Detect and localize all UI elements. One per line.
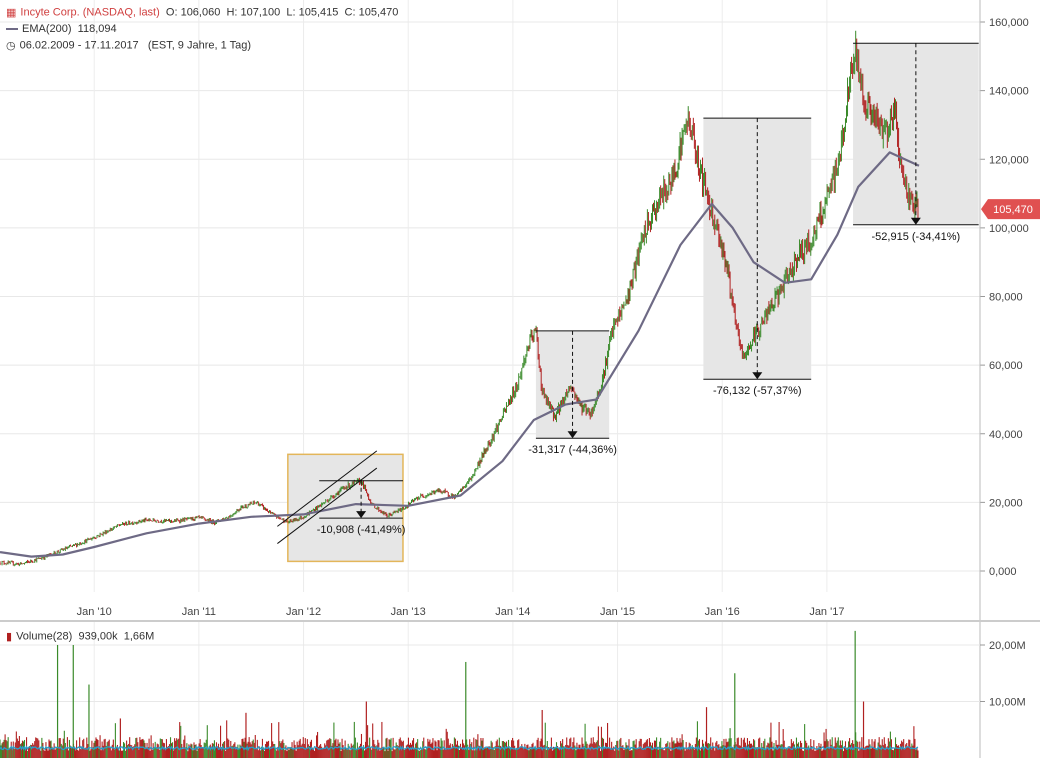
y-tick-label: 120,000 <box>989 154 1029 166</box>
drawdown-label: -52,915 (-34,41%) <box>872 231 961 243</box>
symbol-legend[interactable]: ▦ Incyte Corp. (NASDAQ, last) O: 106,060 … <box>6 6 398 19</box>
close-value: C: 105,470 <box>344 6 399 19</box>
x-tick-label: Jan '12 <box>286 606 321 618</box>
y-tick-label: 20,000 <box>989 497 1023 509</box>
symbol-title: Incyte Corp. (NASDAQ, last) <box>20 6 160 19</box>
grid-lines <box>0 0 980 758</box>
x-tick-label: Jan '11 <box>182 606 216 618</box>
y-tick-label: 100,000 <box>989 223 1029 235</box>
ema-legend[interactable]: EMA(200) 118,094 <box>6 23 117 35</box>
x-tick-label: Jan '15 <box>600 606 635 618</box>
volume-avg-value: 1,66M <box>123 630 155 643</box>
drawdown-label: -76,132 (-57,37%) <box>713 385 802 397</box>
drawdown-label: -31,317 (-44,36%) <box>528 444 617 456</box>
y-tick-label: 80,000 <box>989 292 1023 304</box>
price-tag-shape <box>981 199 1040 220</box>
channel-line <box>277 467 378 544</box>
y-tick-label: 0,000 <box>989 566 1017 578</box>
drawdown-annotations: -10,908 (-41,49%) -31,317 (-44,36%) -76,13… <box>277 42 979 544</box>
candlestick-icon: ▦ <box>6 7 17 19</box>
x-tick-label: Jan '13 <box>391 606 426 618</box>
drawdown-arrow-head <box>356 511 367 519</box>
range-legend[interactable]: ◷ 06.02.2009 - 17.11.2017 (EST, 9 Jahre, … <box>6 39 251 52</box>
ema-value: 118,094 <box>77 23 117 35</box>
drawdown-label: -10,908 (-41,49%) <box>317 524 406 536</box>
drawdown-arrow-head <box>910 217 921 225</box>
ema-line-icon <box>6 28 18 31</box>
volume-y-tick-label: 10,00M <box>989 697 1026 709</box>
date-range: 06.02.2009 - 17.11.2017 <box>19 39 139 52</box>
ema-series <box>0 151 920 558</box>
clock-icon: ◷ <box>6 40 16 52</box>
volume-panel: 10,00M 20,00M <box>0 630 1026 758</box>
volume-value: 939,00k <box>78 630 118 643</box>
y-tick-label: 40,000 <box>989 429 1023 441</box>
x-tick-label: Jan '16 <box>705 606 740 618</box>
drawdown-arrow-head <box>752 372 763 380</box>
high-value: H: 107,100 <box>226 6 281 19</box>
volume-average-line <box>0 744 919 752</box>
low-value: L: 105,415 <box>286 6 339 19</box>
last-price-tag: 105,470 <box>981 199 1040 220</box>
open-value: O: 106,060 <box>165 6 221 19</box>
highlight-box <box>287 453 404 563</box>
range-info: (EST, 9 Jahre, 1 Tag) <box>147 39 251 52</box>
y-tick-label: 60,000 <box>989 360 1023 372</box>
y-tick-label: 140,000 <box>989 86 1029 98</box>
x-tick-label: Jan '14 <box>495 606 530 618</box>
ema-label: EMA(200) <box>22 23 72 35</box>
x-tick-label: Jan '10 <box>77 606 112 618</box>
channel-line <box>277 450 378 527</box>
volume-label: Volume(28) <box>16 630 73 643</box>
volume-legend[interactable]: ▮ Volume(28) 939,00k 1,66M <box>6 630 154 643</box>
volume-y-tick-label: 20,00M <box>989 640 1026 652</box>
x-tick-label: Jan '17 <box>809 606 844 618</box>
drawdown-box <box>703 118 812 380</box>
volume-bars-icon: ▮ <box>6 631 13 643</box>
y-tick-label: 160,000 <box>989 17 1029 29</box>
drawdown-arrow-head <box>567 431 578 439</box>
last-price-label: 105,470 <box>993 204 1033 216</box>
ema-line <box>0 151 920 558</box>
